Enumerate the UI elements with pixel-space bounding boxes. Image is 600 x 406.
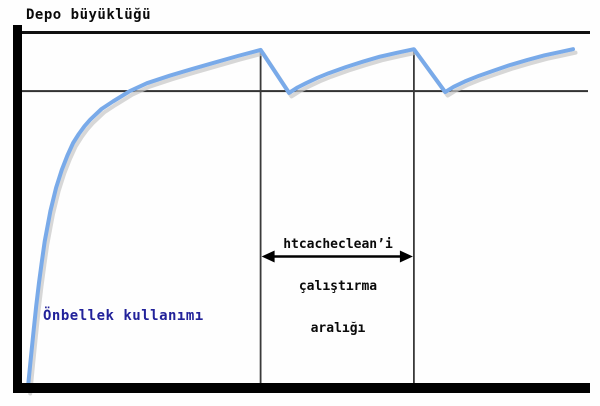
interval-label-line2: çalıştırma	[298, 279, 378, 294]
curve-label: Önbellek kullanımı	[43, 308, 204, 324]
interval-label-line1: htcacheclean’i	[283, 237, 393, 252]
usage-curve-shadow	[28, 50, 578, 396]
storage-limit-line	[22, 31, 590, 34]
interval-arrow	[261, 250, 413, 263]
y-axis	[13, 25, 22, 393]
interval-label: htcacheclean’i çalıştırma aralığı	[240, 210, 436, 364]
x-axis	[13, 383, 590, 393]
interval-label-line3: aralığı	[310, 321, 366, 336]
arrow-head-right-icon	[399, 250, 413, 263]
arrow-head-left-icon	[261, 250, 275, 263]
y-axis-title: Depo büyüklüğü	[26, 7, 152, 23]
usage-curve	[25, 47, 575, 392]
threshold-line	[22, 90, 588, 93]
